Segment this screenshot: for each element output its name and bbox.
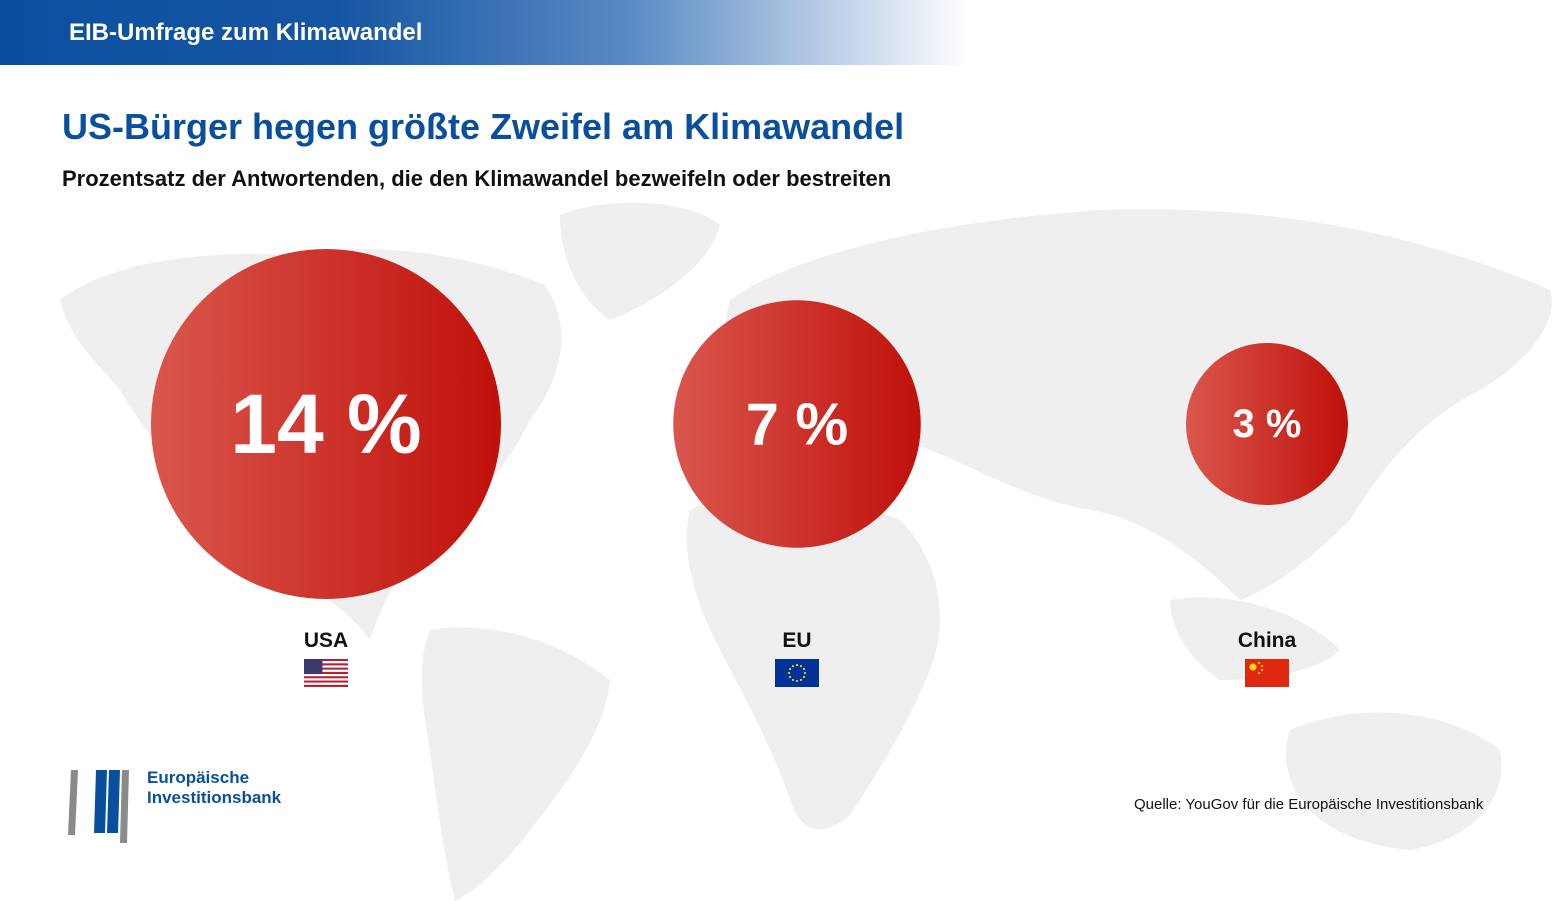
bubble-value-label: 3 %: [1233, 402, 1302, 446]
header-title: EIB-Umfrage zum Klimawandel: [69, 19, 423, 46]
bubble-china: [1185, 342, 1349, 506]
logo-bar-blue-right: [107, 770, 120, 833]
eib-logo: [68, 770, 129, 843]
bubble-eu: [673, 300, 921, 548]
logo-line-1: Europäische: [147, 768, 250, 787]
logo-bar-gray-left: [68, 770, 78, 835]
south-america-shape: [421, 627, 610, 901]
country-label: USA: [304, 629, 348, 652]
southeast-asia-shape: [1170, 597, 1340, 680]
country-label: EU: [782, 629, 811, 652]
australia-shape: [1285, 712, 1502, 850]
logo-text: Europäische Investitionsbank: [147, 768, 281, 808]
country-label: China: [1238, 629, 1297, 652]
bubble-usa: [151, 249, 501, 599]
source-note: Quelle: YouGov für die Europäische Inves…: [1134, 796, 1484, 813]
chart-title: US-Bürger hegen größte Zweifel am Klimaw…: [62, 106, 905, 147]
logo-bar-gray-right: [120, 770, 129, 843]
us-flag-icon: [304, 659, 348, 687]
header-bar: EIB-Umfrage zum Klimawandel: [0, 0, 970, 65]
chart-subtitle: Prozentsatz der Antwortenden, die den Kl…: [62, 166, 892, 191]
bubble-value-label: 14 %: [230, 377, 421, 471]
greenland-shape: [560, 202, 720, 320]
eu-flag-icon: [775, 659, 819, 687]
china-flag-icon: [1245, 659, 1289, 687]
bubble-value-label: 7 %: [746, 391, 848, 458]
logo-bar-blue-left: [94, 770, 107, 833]
logo-line-2: Investitionsbank: [147, 788, 282, 807]
europe-asia-shape: [726, 209, 1552, 600]
